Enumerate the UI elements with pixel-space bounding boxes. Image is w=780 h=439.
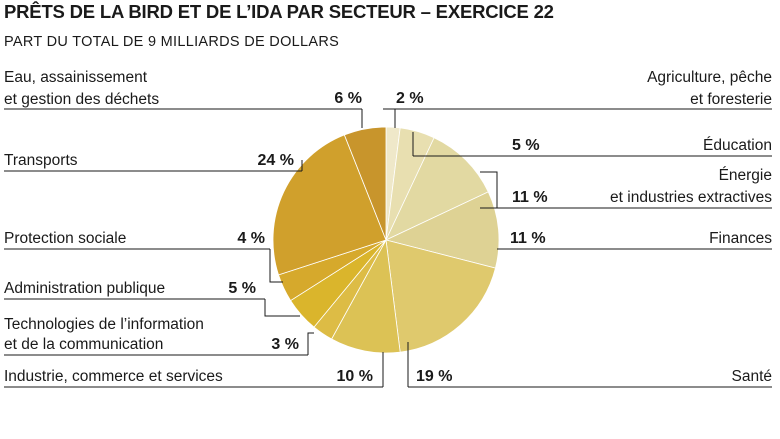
- leader-line-tic: [307, 332, 314, 355]
- pie-slice-energie: [385, 137, 489, 241]
- leader-line-social: [269, 249, 283, 283]
- slice-label-eau: Eau, assainissement: [4, 69, 148, 86]
- slice-label-tic: et de la communication: [4, 336, 163, 353]
- label-group-industrie: Industrie, commerce et services 10 %: [4, 352, 384, 388]
- slice-label-energie: Énergie: [719, 167, 772, 184]
- label-group-energie: Énergie et industries extractives 11 %: [480, 167, 772, 209]
- slice-label-edu: Éducation: [703, 137, 772, 154]
- slice-value-industrie: 10 %: [337, 368, 373, 385]
- leader-line-admin: [264, 299, 300, 317]
- slice-label-agri: Agriculture, pêche: [647, 69, 772, 86]
- pie-slices: [272, 126, 500, 354]
- slice-label-finances: Finances: [709, 230, 772, 247]
- slice-label-energie: et industries extractives: [610, 189, 772, 206]
- pie-slice-transport: [272, 134, 387, 276]
- slice-value-energie: 11 %: [512, 189, 548, 206]
- label-group-edu: Éducation 5 %: [412, 132, 772, 157]
- pie-slice-eau: [343, 126, 387, 241]
- slice-value-tic: 3 %: [271, 336, 299, 353]
- slice-label-eau: et gestion des déchets: [4, 91, 159, 108]
- slice-label-sante: Santé: [731, 368, 772, 385]
- label-group-social: Protection sociale 4 %: [4, 230, 283, 283]
- label-group-finances: Finances 11 %: [497, 230, 772, 250]
- slice-value-finances: 11 %: [510, 230, 546, 247]
- leader-line-energie: [480, 171, 498, 208]
- slice-value-eau: 6 %: [334, 90, 362, 107]
- pie-slice-industrie: [331, 238, 401, 354]
- slice-value-agri: 2 %: [396, 90, 424, 107]
- label-group-tic: Technologies de l’information et de la co…: [4, 316, 314, 356]
- slice-label-social: Protection sociale: [4, 230, 126, 247]
- chart-subtitle: PART DU TOTAL DE 9 MILLIARDS DE DOLLARS: [4, 34, 340, 50]
- slice-label-agri: et foresterie: [690, 91, 772, 108]
- label-group-admin: Administration publique 5 %: [4, 280, 300, 317]
- slice-value-admin: 5 %: [228, 280, 256, 297]
- chart-title: PRÊTS DE LA BIRD ET DE L’IDA PAR SECTEUR…: [4, 1, 554, 22]
- label-group-transport: Transports 24 %: [4, 152, 303, 172]
- slice-value-transport: 24 %: [258, 152, 294, 169]
- slice-label-admin: Administration publique: [4, 280, 165, 297]
- slice-label-transport: Transports: [4, 152, 78, 169]
- slice-label-industrie: Industrie, commerce et services: [4, 368, 223, 385]
- slice-value-edu: 5 %: [512, 137, 540, 154]
- pie-slice-sante: [385, 239, 496, 353]
- label-group-eau: Eau, assainissement et gestion des déchet…: [4, 69, 363, 128]
- pie-slice-finances: [384, 191, 500, 269]
- label-group-sante: Santé 19 %: [407, 342, 772, 388]
- slice-label-tic: Technologies de l’information: [4, 316, 204, 333]
- slice-value-social: 4 %: [237, 230, 265, 247]
- slice-value-sante: 19 %: [416, 368, 452, 385]
- label-group-agri: Agriculture, pêche et foresterie 2 %: [383, 69, 772, 128]
